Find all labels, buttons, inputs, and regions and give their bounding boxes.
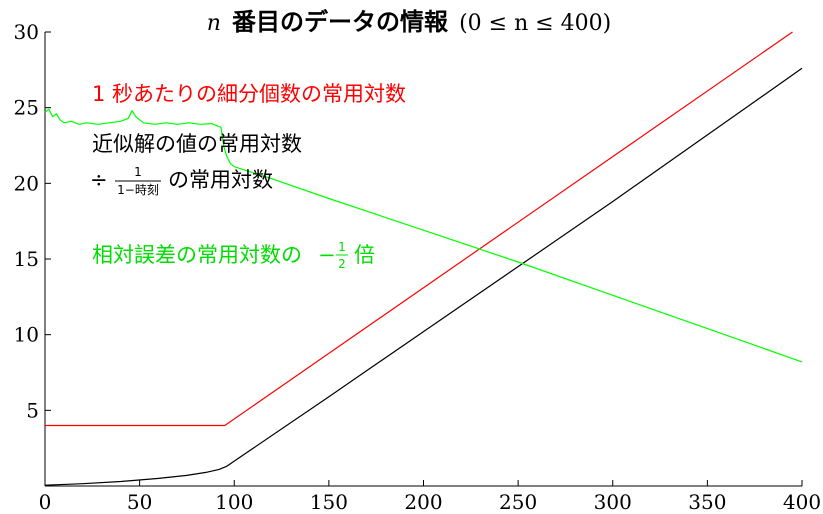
annotation-green-prefix: 相対誤差の常用対数の — [92, 243, 302, 267]
annotation-black-frac-num: 1 — [134, 165, 142, 179]
axis-ticks: 0 50 100 150 200 250 300 350 400 5 10 15 20 25 30 — [14, 20, 822, 514]
x-tick-label-300: 300 — [594, 490, 632, 514]
y-tick-label-15: 15 — [14, 247, 39, 271]
annotation-green-frac-den: 2 — [338, 257, 346, 271]
annotation-green-minus: − — [318, 243, 336, 267]
series-line-2 — [44, 108, 803, 363]
annotation-black-suffix: の常用対数 — [168, 168, 273, 192]
series-group — [44, 31, 803, 486]
annotation-black-frac-den: 1−時刻 — [117, 183, 159, 197]
y-tick-label-25: 25 — [14, 96, 39, 120]
x-tick-label-350: 350 — [688, 490, 726, 514]
annotation-green-suffix: 倍 — [354, 243, 375, 267]
series-line-0 — [45, 31, 793, 427]
y-tick-label-20: 20 — [14, 171, 39, 195]
annotation-green-frac-num: 1 — [338, 240, 346, 254]
x-tick-label-200: 200 — [404, 490, 442, 514]
x-tick-label-400: 400 — [783, 490, 821, 514]
y-tick-label-10: 10 — [14, 323, 39, 347]
x-tick-label-250: 250 — [499, 490, 537, 514]
y-tick-label-5: 5 — [26, 398, 39, 422]
annotation-black-prefix: ÷ — [90, 168, 108, 192]
x-tick-label-50: 50 — [127, 490, 152, 514]
annotation-black-line1: 近似解の値の常用対数 — [92, 132, 302, 156]
chart-title: n 番目のデータの情報 (0 ≤ n ≤ 400) — [207, 8, 612, 36]
annotation-red: 1 秒あたりの細分個数の常用対数 — [92, 82, 406, 106]
title-range: (0 ≤ n ≤ 400) — [459, 11, 611, 36]
x-tick-label-100: 100 — [215, 490, 253, 514]
title-variable: n — [207, 11, 221, 36]
y-tick-label-30: 30 — [14, 20, 39, 44]
title-main: 番目のデータの情報 — [231, 8, 449, 36]
x-tick-label-0: 0 — [39, 490, 52, 514]
series-line-1 — [44, 67, 803, 486]
x-tick-label-150: 150 — [310, 490, 348, 514]
